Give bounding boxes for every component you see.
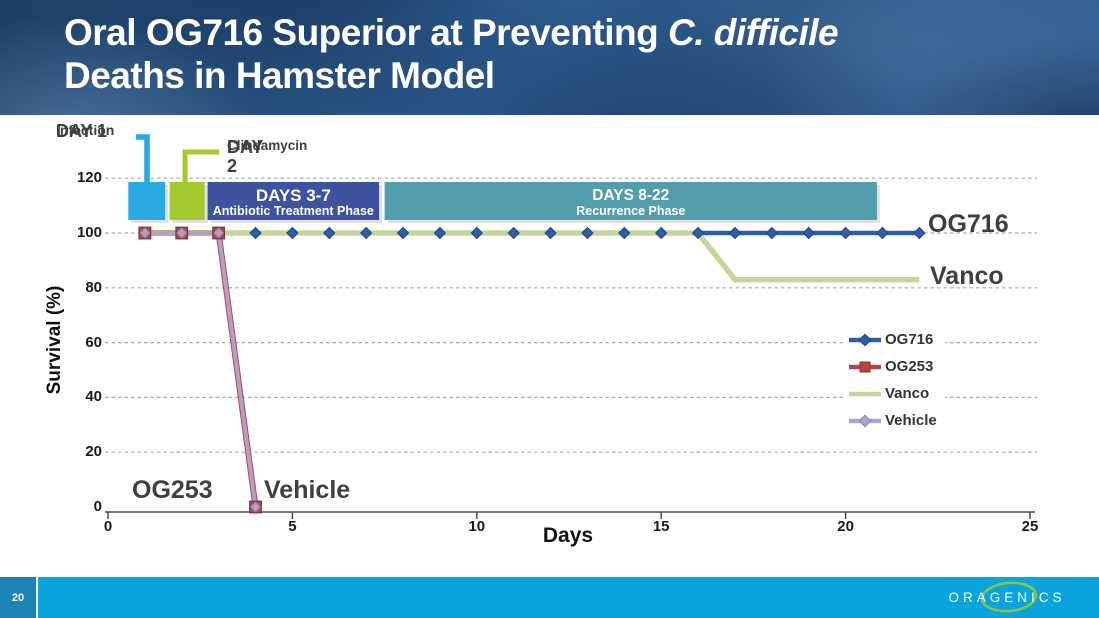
marker-og716 [765,226,779,240]
x-tick-label-0: 0 [103,518,113,535]
series-end-label-vanco: Vanco [930,262,1004,290]
marker-og716 [802,226,815,240]
y-tick-label-40: 40 [85,388,102,406]
series-end-label-og253: OG253 [132,476,213,504]
annotation-day1-subtitle: Infection [56,122,115,138]
y-tick-label-80: 80 [85,278,102,296]
y-tick-label-120: 120 [76,169,102,187]
legend-label: OG716 [885,331,934,348]
day2-leader-line [182,149,219,192]
legend-swatch [849,391,881,396]
marker-og716 [249,226,262,240]
marker-og716 [507,226,520,240]
y-tick-label-100: 100 [76,224,102,241]
y-tick-label-60: 60 [85,333,102,351]
legend-item-vehicle: Vehicle [848,407,937,434]
marker-og716 [286,226,299,240]
marker-vehicle [212,227,225,239]
title-line-1: Oral OG716 Superior at Preventing C. dif… [64,11,839,54]
marker-og716 [359,226,373,240]
oragenics-logo-graphic: ORAGENICS [948,581,1065,613]
slide-title: Oral OG716 Superior at Preventing C. dif… [64,11,839,97]
annotation-day2-subtitle: Clindamycin [227,138,308,153]
series-line-vanco [144,230,920,283]
marker-og716 [913,226,926,240]
marker-og716 [470,226,484,240]
day1-leader-line [136,134,150,192]
y-tick-label-20: 20 [85,443,102,461]
marker-og716 [433,226,447,240]
marker-vehicle [249,501,262,513]
timeline-box [207,182,380,220]
y-tick-label-0: 0 [93,498,102,515]
marker-og716 [839,226,852,240]
oragenics-logo: ORAGENICS [921,577,1091,618]
chart-legend: OG716 OG253 Vanco Vehicle [846,324,945,436]
marker-og716 [654,226,668,240]
x-tick-label-5: 5 [288,518,297,535]
title-line-2: Deaths in Hamster Model [64,55,495,96]
marker-og716 [728,226,742,240]
legend-item-vanco: Vanco [848,380,937,407]
marker-og716 [581,226,594,240]
title-italic-text: C. difficile [667,12,839,53]
legend-item-og253: OG253 [848,353,937,380]
legend-label: Vehicle [885,412,937,429]
legend-label: OG253 [885,358,934,375]
x-tick-label-15: 15 [652,518,670,535]
marker-og716 [876,226,889,240]
legend-item-og716: OG716 [848,326,937,353]
timeline-box [384,182,877,220]
logo-ellipse [980,581,1038,613]
phase-label: DAYS 8-22 [592,187,669,204]
phase-sublabel: Recurrence Phase [576,204,685,218]
legend-label: Vanco [885,385,930,402]
annotation-day2-title: DAY 2 [227,137,264,176]
marker-og716 [544,226,557,240]
marker-og716 [618,226,631,240]
annotation-day1-title: DAY 1 [56,121,108,141]
header-banner: Oral OG716 Superior at Preventing C. dif… [0,0,1099,115]
title-text: Oral OG716 Superior at Preventing [64,12,668,53]
x-axis-title: Days [542,524,594,547]
phase-sublabel: Antibiotic Treatment Phase [213,204,374,218]
x-tick-label-25: 25 [1021,518,1039,535]
phase-label: DAYS 3-7 [256,186,331,205]
logo-text: ORAGENICS [948,590,1065,605]
series-line-vehicle [144,231,258,508]
x-tick-label-20: 20 [837,518,854,535]
marker-vehicle [139,227,151,239]
marker-og716 [396,226,410,240]
marker-og716 [691,226,705,240]
legend-swatch [849,361,881,372]
marker-og716 [323,226,336,240]
marker-vehicle [176,227,188,239]
footer-bar [0,577,1099,618]
page-number-badge: 20 [0,577,38,618]
series-end-label-vehicle: Vehicle [264,476,351,504]
series-end-label-og716: OG716 [928,210,1009,238]
legend-swatch [849,332,881,347]
legend-swatch [849,413,881,428]
x-tick-label-10: 10 [468,518,486,535]
